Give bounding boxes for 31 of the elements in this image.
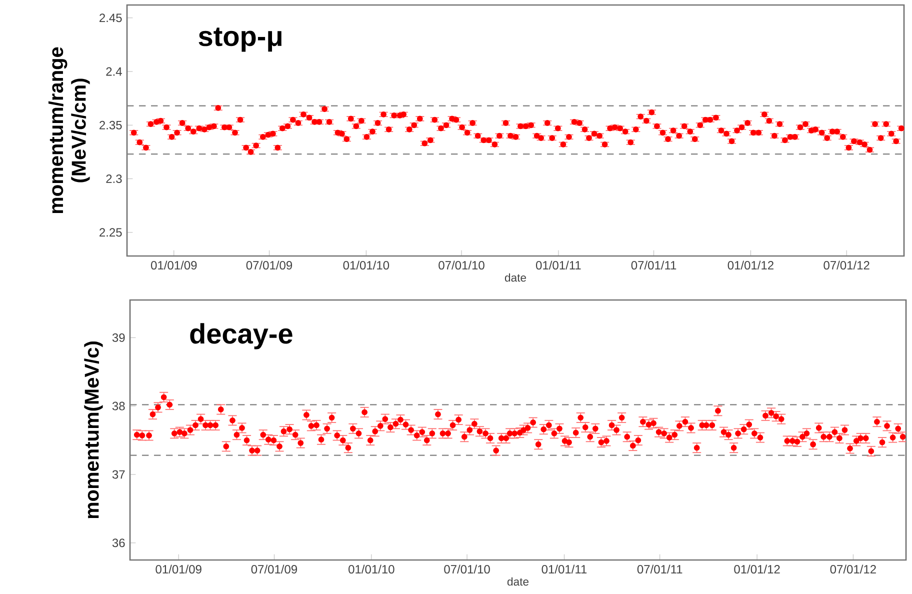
y-tick-label: 39: [112, 333, 125, 342]
y-tick-label: 36: [112, 538, 125, 548]
x-tick-label: 07/01/12: [824, 260, 870, 270]
x-axis-title: date: [504, 273, 526, 282]
y-tick-label: 38: [112, 402, 125, 410]
y-axis-title: momentum(MeV/c): [84, 342, 103, 518]
x-tick-label: 07/01/09: [246, 260, 292, 270]
text: stop-μ: [198, 28, 282, 52]
x-tick-label: 07/01/09: [251, 564, 298, 574]
x-tick-label: 01/01/12: [734, 564, 780, 574]
y-tick-label: 2.4: [106, 67, 122, 76]
x-tick-label: 01/01/10: [343, 260, 390, 270]
x-tick-label: 07/01/10: [444, 564, 490, 574]
y-tick-label: 2.3: [106, 174, 122, 184]
y-tick-label: 2.45: [100, 14, 122, 22]
x-tick-label: 07/01/12: [830, 564, 876, 574]
x-axis-title: date: [507, 577, 529, 586]
x-tick-label: 01/01/09: [156, 564, 202, 574]
x-tick-label: 01/01/10: [348, 564, 394, 574]
x-tick-label: 01/01/09: [150, 260, 197, 270]
y-axis-title: momentum/range (MeV/c/cm): [48, 47, 90, 214]
x-tick-label: 07/01/11: [637, 564, 682, 574]
x-tick-label: 07/01/11: [631, 260, 676, 270]
text: decay-e: [190, 323, 292, 350]
x-tick-label: 07/01/10: [438, 260, 484, 270]
x-tick-label: 01/01/12: [728, 260, 774, 270]
x-tick-label: 01/01/11: [542, 564, 587, 574]
y-tick-label: 37: [112, 470, 125, 479]
y-tick-label: 2.25: [100, 228, 122, 237]
x-tick-label: 01/01/11: [536, 260, 581, 270]
y-tick-label: 2.35: [100, 120, 122, 130]
